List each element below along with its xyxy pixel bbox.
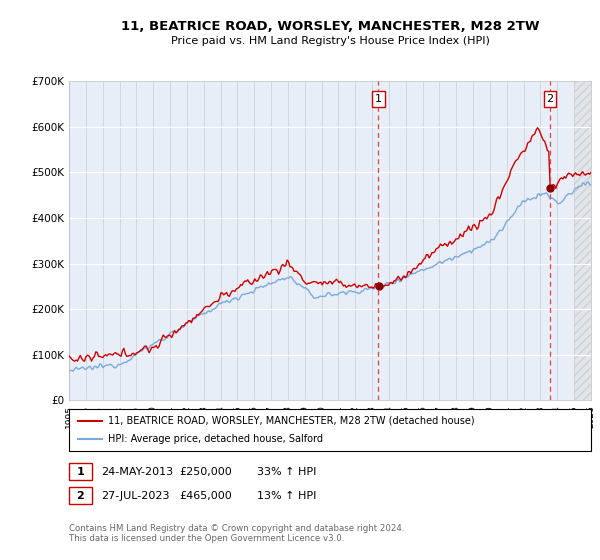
- Text: Contains HM Land Registry data © Crown copyright and database right 2024.
This d: Contains HM Land Registry data © Crown c…: [69, 524, 404, 543]
- Text: 11, BEATRICE ROAD, WORSLEY, MANCHESTER, M28 2TW (detached house): 11, BEATRICE ROAD, WORSLEY, MANCHESTER, …: [108, 416, 475, 426]
- Text: 2: 2: [547, 94, 553, 104]
- Text: 1: 1: [375, 94, 382, 104]
- Text: 33% ↑ HPI: 33% ↑ HPI: [257, 466, 316, 477]
- Text: 1: 1: [77, 466, 84, 477]
- Text: £250,000: £250,000: [179, 466, 232, 477]
- Bar: [574, 81, 591, 400]
- Text: 11, BEATRICE ROAD, WORSLEY, MANCHESTER, M28 2TW: 11, BEATRICE ROAD, WORSLEY, MANCHESTER, …: [121, 20, 539, 32]
- Text: 27-JUL-2023: 27-JUL-2023: [101, 491, 169, 501]
- Text: 24-MAY-2013: 24-MAY-2013: [101, 466, 173, 477]
- Text: 2: 2: [77, 491, 84, 501]
- Text: £465,000: £465,000: [179, 491, 232, 501]
- Text: Price paid vs. HM Land Registry's House Price Index (HPI): Price paid vs. HM Land Registry's House …: [170, 36, 490, 46]
- Text: 13% ↑ HPI: 13% ↑ HPI: [257, 491, 316, 501]
- Bar: [574, 81, 591, 400]
- Text: HPI: Average price, detached house, Salford: HPI: Average price, detached house, Salf…: [108, 434, 323, 444]
